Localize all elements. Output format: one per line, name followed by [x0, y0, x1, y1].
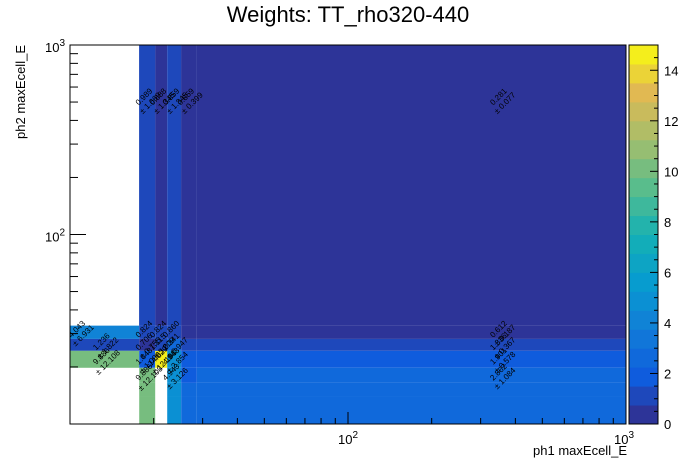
colorbar-swatch: [629, 63, 658, 84]
heatmap-cell: [181, 367, 197, 383]
heatmap-cell: [196, 382, 626, 397]
y-axis-label: ph2 maxEcell_E: [13, 45, 28, 139]
colorbar-swatch: [629, 367, 658, 387]
heatmap-cell: [155, 325, 168, 339]
colorbar-swatch: [629, 158, 658, 179]
x-tick-label: 102: [338, 430, 358, 447]
colorbar-swatch: [629, 310, 658, 330]
heatmap-cell: [139, 45, 156, 326]
colorbar-swatch: [629, 253, 658, 273]
heatmap-cell: [139, 338, 156, 351]
colorbar-tick-label: 14: [664, 63, 678, 78]
colorbar-swatch: [629, 101, 658, 122]
x-axis-label: ph1 maxEcell_E: [533, 443, 627, 458]
heatmap-cell: [139, 409, 156, 424]
heatmap-cell: [70, 350, 140, 368]
colorbar-swatch: [629, 196, 658, 217]
heatmap-cell: [181, 396, 197, 409]
y-tick-label: 102: [45, 228, 65, 245]
y-tick-label: 103: [45, 38, 65, 55]
heatmap-cell: [139, 350, 156, 368]
colorbar-swatch: [629, 291, 658, 311]
colorbar-tick-label: 6: [664, 265, 671, 280]
heatmap-cell: [181, 338, 197, 351]
cells-layer: [70, 45, 626, 424]
colorbar-swatch: [629, 386, 658, 406]
heatmap-cell: [181, 409, 197, 424]
heatmap-cell: [167, 382, 182, 397]
heatmap-cell: [181, 325, 197, 339]
colorbar-swatch: [629, 405, 658, 425]
colorbar-swatch: [629, 177, 658, 198]
heatmap-cell: [196, 350, 626, 368]
colorbar-swatch: [629, 329, 658, 349]
heatmap-cell: [167, 350, 182, 368]
heatmap-cell: [167, 409, 182, 424]
heatmap-cell: [167, 338, 182, 351]
heatmap-cell: [139, 396, 156, 409]
heatmap-cell: [167, 45, 182, 326]
heatmap-cell: [181, 382, 197, 397]
colorbar-tick-label: 10: [664, 164, 678, 179]
heatmap-cell: [196, 325, 626, 339]
heatmap-cell: [196, 367, 626, 383]
heatmap-cell: [181, 350, 197, 368]
heatmap-cell: [155, 338, 168, 351]
colorbar-swatch: [629, 348, 658, 368]
colorbar: 0 2 4 6 8 10 12 14: [628, 44, 678, 432]
colorbar-tick-label: 8: [664, 215, 671, 230]
chart-title: Weights: TT_rho320-440: [227, 2, 470, 27]
heatmap-cell: [155, 45, 168, 326]
colorbar-swatch: [629, 272, 658, 292]
heatmap-cell: [70, 338, 140, 351]
heatmap-cell: [167, 396, 182, 409]
colorbar-tick-label: 4: [664, 316, 671, 331]
heatmap-cell: [181, 45, 197, 326]
colorbar-swatch: [629, 215, 658, 235]
colorbar-swatch: [629, 234, 658, 254]
heatmap-cell: [155, 350, 168, 368]
colorbar-tick-label: 2: [664, 366, 671, 381]
x-tick-label: 103: [614, 430, 634, 447]
heatmap-cell: [139, 382, 156, 397]
colorbar-swatch: [629, 45, 658, 65]
colorbar-swatch: [629, 139, 658, 160]
heatmap-cell: [196, 409, 626, 424]
colorbar-swatch: [629, 120, 658, 141]
heatmap-cell: [167, 325, 182, 339]
colorbar-tick-label: 12: [664, 114, 678, 129]
heatmap-cell: [196, 338, 626, 351]
colorbar-swatch: [629, 82, 658, 103]
heatmap-cell: [167, 367, 182, 383]
heatmap-cell: [139, 325, 156, 339]
heatmap-cell: [196, 396, 626, 409]
heatmap-cell: [70, 325, 140, 339]
colorbar-tick-label: 0: [664, 417, 671, 432]
heatmap-cell: [196, 45, 626, 326]
heatmap-cell: [139, 367, 156, 383]
axes-layer: 102 103 102 103: [45, 38, 634, 447]
